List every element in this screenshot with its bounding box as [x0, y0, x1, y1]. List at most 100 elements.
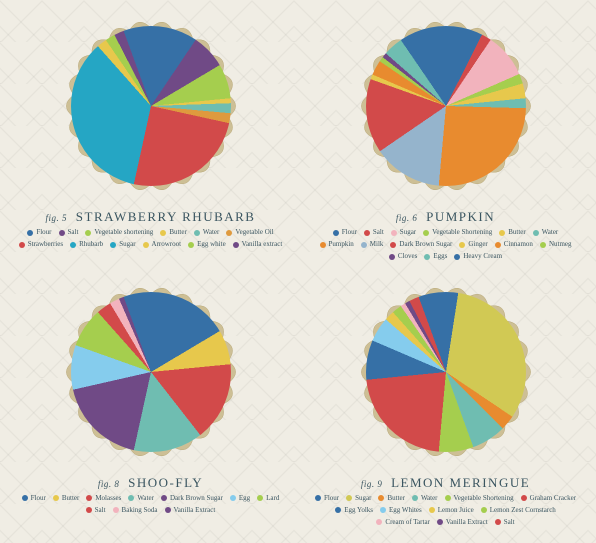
pie-grid: fig. 5 STRAWBERRY RHUBARB Flour Salt Veget…	[0, 0, 596, 543]
pie-name: STRAWBERRY RHUBARB	[76, 209, 256, 224]
legend-item: Vegetable Shortening	[445, 494, 514, 503]
legend-label: Vanilla Extract	[446, 518, 488, 527]
legend-swatch	[233, 242, 239, 248]
legend-label: Vegetable Shortening	[454, 494, 514, 503]
legend-item: Egg	[230, 494, 250, 503]
legend-item: Flour	[333, 228, 357, 237]
pie-cell: fig. 5 STRAWBERRY RHUBARB Flour Salt Veget…	[18, 8, 283, 270]
legend-label: Butter	[508, 228, 526, 237]
legend-item: Cloves	[389, 252, 417, 261]
legend-item: Lemon Juice	[429, 506, 474, 515]
legend-item: Water	[128, 494, 154, 503]
legend-swatch	[113, 507, 119, 513]
legend-label: Dark Brown Sugar	[170, 494, 223, 503]
legend-swatch	[481, 507, 487, 513]
legend-swatch	[499, 230, 505, 236]
legend-swatch	[445, 495, 451, 501]
legend-item: Sugar	[346, 494, 371, 503]
legend-item: Water	[533, 228, 559, 237]
legend-item: Lemon Zest Cornstarch	[481, 506, 556, 515]
legend-label: Molasses	[95, 494, 121, 503]
legend-swatch	[53, 495, 59, 501]
legend-label: Pumpkin	[329, 240, 354, 249]
legend-swatch	[143, 242, 149, 248]
legend-item: Eggs	[424, 252, 447, 261]
legend-label: Water	[542, 228, 559, 237]
legend-item: Graham Cracker	[521, 494, 576, 503]
legend-swatch	[376, 519, 382, 525]
legend-swatch	[160, 230, 166, 236]
pie-name: PUMPKIN	[426, 209, 495, 224]
legend-item: Vegetable shortening	[85, 228, 153, 237]
legend-swatch	[521, 495, 527, 501]
pie-legend: FlourSaltVegetable shorteningButterWater…	[18, 228, 283, 249]
legend-swatch	[19, 242, 25, 248]
legend-swatch	[429, 507, 435, 513]
pie-legend: FlourSugarButterWaterVegetable Shortenin…	[313, 494, 578, 527]
legend-swatch	[390, 242, 396, 248]
legend-item: Butter	[378, 494, 405, 503]
legend-item: Salt	[59, 228, 79, 237]
legend-swatch	[194, 230, 200, 236]
legend-label: Salt	[95, 506, 106, 515]
legend-swatch	[495, 242, 501, 248]
legend-item: Vegetable Shortening	[423, 228, 492, 237]
legend-swatch	[70, 242, 76, 248]
legend-label: Water	[137, 494, 154, 503]
legend-swatch	[459, 242, 465, 248]
legend-item: Baking Soda	[113, 506, 158, 515]
legend-swatch	[540, 242, 546, 248]
pie-title: fig. 6 PUMPKIN	[396, 210, 495, 223]
legend-swatch	[437, 519, 443, 525]
pie-cell: fig. 6 PUMPKIN Flour Salt Sugar Vegetable S…	[313, 8, 578, 270]
legend-label: Sugar	[400, 228, 416, 237]
legend-label: Arrowroot	[152, 240, 182, 249]
legend-label: Lemon Juice	[438, 506, 474, 515]
legend-label: Salt	[504, 518, 515, 527]
legend-item: Egg Yolks	[335, 506, 373, 515]
legend-item: Flour	[27, 228, 51, 237]
legend-item: Egg Whites	[380, 506, 422, 515]
legend-swatch	[361, 242, 367, 248]
legend-swatch	[380, 507, 386, 513]
legend-item: Lard	[257, 494, 279, 503]
legend-label: Egg white	[197, 240, 226, 249]
legend-label: Rhubarb	[79, 240, 103, 249]
legend-item: Sugar	[391, 228, 416, 237]
legend-item: Salt	[495, 518, 515, 527]
legend-label: Strawberries	[28, 240, 63, 249]
pie-title: fig. 9 LEMON MERINGUE	[361, 476, 530, 489]
legend-swatch	[226, 230, 232, 236]
pie-wrap	[352, 12, 540, 200]
legend-label: Ginger	[468, 240, 487, 249]
legend-swatch	[389, 254, 395, 260]
legend-label: Vegetable Oil	[235, 228, 273, 237]
legend-label: Cinnamon	[504, 240, 533, 249]
legend-swatch	[495, 519, 501, 525]
legend-item: Salt	[364, 228, 384, 237]
legend-label: Salt	[68, 228, 79, 237]
legend-label: Vegetable shortening	[94, 228, 153, 237]
legend-label: Lemon Zest Cornstarch	[490, 506, 556, 515]
legend-swatch	[161, 495, 167, 501]
legend-item: Sugar	[110, 240, 135, 249]
legend-label: Butter	[387, 494, 405, 503]
legend-item: Flour	[315, 494, 339, 503]
fig-label: fig. 5	[46, 213, 68, 223]
legend-item: Dark Brown Sugar	[390, 240, 452, 249]
legend-label: Graham Cracker	[530, 494, 576, 503]
legend-label: Dark Brown Sugar	[399, 240, 452, 249]
pie-wrap	[57, 278, 245, 466]
legend-label: Butter	[169, 228, 187, 237]
legend-item: Vanilla extract	[233, 240, 283, 249]
legend-item: Cream of Tartar	[376, 518, 429, 527]
legend-swatch	[378, 495, 384, 501]
legend-swatch	[230, 495, 236, 501]
legend-item: Vanilla Extract	[165, 506, 216, 515]
legend-item: Vegetable Oil	[226, 228, 273, 237]
legend-label: Vanilla Extract	[174, 506, 216, 515]
legend-item: Dark Brown Sugar	[161, 494, 223, 503]
legend-swatch	[412, 495, 418, 501]
legend-label: Sugar	[119, 240, 135, 249]
legend-item: Vanilla Extract	[437, 518, 488, 527]
